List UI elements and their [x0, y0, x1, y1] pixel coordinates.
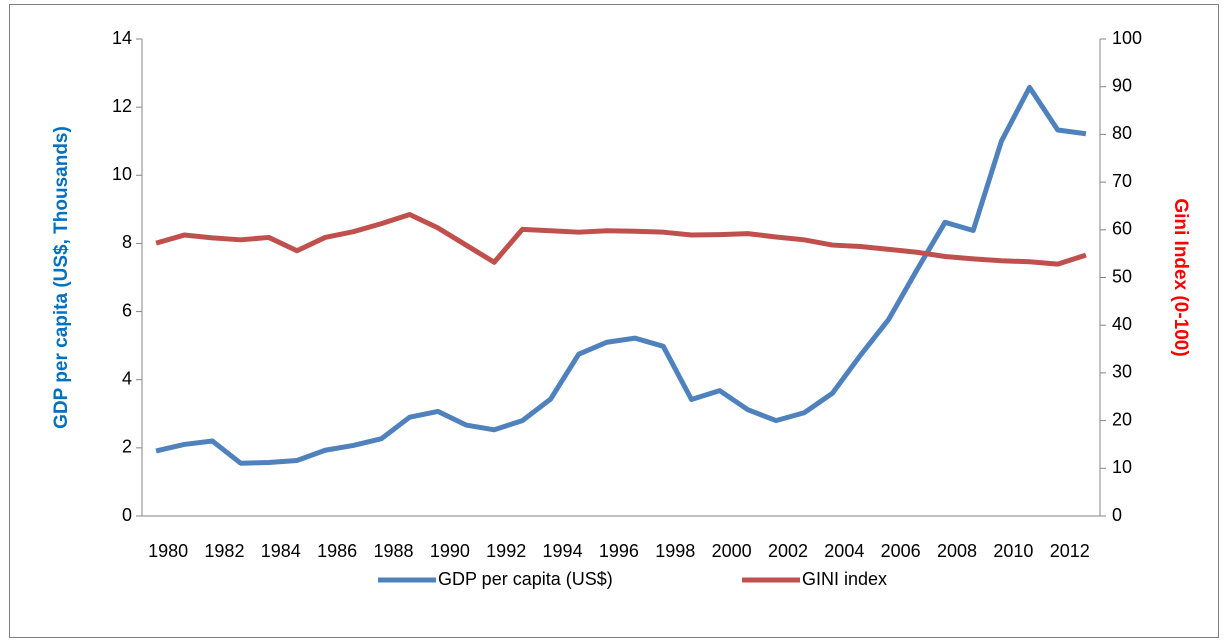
- y2-tick-label: 60: [1112, 219, 1132, 239]
- y2-tick-label: 80: [1112, 123, 1132, 143]
- x-tick-label: 2002: [768, 541, 808, 561]
- y-tick-label: 8: [122, 232, 132, 252]
- x-tick-label: 1986: [317, 541, 357, 561]
- y-tick-label: 0: [122, 505, 132, 525]
- legend-label: GINI index: [802, 569, 887, 589]
- series-line: [155, 212, 1087, 267]
- y-tick-label: 6: [122, 300, 132, 320]
- y-tick-label: 4: [122, 368, 132, 388]
- y2-tick-label: 70: [1112, 171, 1132, 191]
- x-tick-label: 2004: [824, 541, 864, 561]
- y-tick-label: 12: [112, 96, 132, 116]
- x-tick-label: 2010: [993, 541, 1033, 561]
- x-tick-label: 2000: [712, 541, 752, 561]
- y2-tick-label: 40: [1112, 314, 1132, 334]
- x-tick-label: 1998: [655, 541, 695, 561]
- y2-tick-label: 50: [1112, 266, 1132, 286]
- x-tick-label: 1982: [204, 541, 244, 561]
- x-tick-label: 1994: [543, 541, 583, 561]
- x-tick-label: 2006: [881, 541, 921, 561]
- y2-tick-label: 100: [1112, 28, 1142, 48]
- y-axis-title: GDP per capita (US$, Thousands): [51, 126, 72, 429]
- x-tick-label: 1990: [430, 541, 470, 561]
- y2-axis-title: Gini Index (0-100): [1170, 198, 1191, 356]
- x-tick-label: 2008: [937, 541, 977, 561]
- x-tick-label: 1984: [261, 541, 301, 561]
- y-tick-label: 14: [112, 28, 132, 48]
- y-tick-label: 10: [112, 164, 132, 184]
- y2-tick-label: 0: [1112, 505, 1122, 525]
- y2-tick-label: 90: [1112, 75, 1132, 95]
- x-tick-label: 1992: [486, 541, 526, 561]
- x-tick-label: 2012: [1050, 541, 1090, 561]
- y-tick-label: 2: [122, 437, 132, 457]
- x-tick-label: 1980: [148, 541, 188, 561]
- series-line: [155, 84, 1087, 466]
- x-tick-label: 1988: [373, 541, 413, 561]
- y2-tick-label: 30: [1112, 362, 1132, 382]
- x-tick-label: 1996: [599, 541, 639, 561]
- legend-label: GDP per capita (US$): [438, 569, 613, 589]
- y2-tick-label: 10: [1112, 457, 1132, 477]
- y2-tick-label: 20: [1112, 409, 1132, 429]
